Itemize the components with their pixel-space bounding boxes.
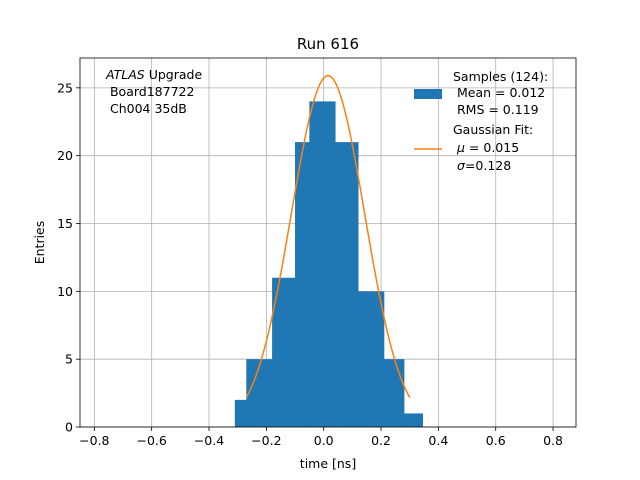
- x-tick-label: −0.6: [136, 433, 166, 448]
- y-tick-label: 15: [57, 216, 73, 231]
- y-tick-label: 20: [57, 148, 73, 163]
- x-tick-label: 0.4: [428, 433, 448, 448]
- annotation-atlas: ATLAS: [105, 67, 145, 82]
- legend-samples-mean: Mean = 0.012: [453, 85, 545, 100]
- legend-samples-swatch: [414, 89, 442, 99]
- y-tick-label: 5: [65, 352, 73, 367]
- histogram-bar: [358, 291, 368, 427]
- chart-title: Run 616: [297, 35, 359, 53]
- legend-fit-title: Gaussian Fit:: [453, 122, 533, 137]
- legend-mu-value: = 0.015: [465, 140, 519, 155]
- histogram-bar: [234, 399, 247, 427]
- legend-mu-symbol: μ: [456, 140, 465, 155]
- histogram-bars: [234, 101, 424, 427]
- y-axis-label: Entries: [32, 221, 47, 265]
- atlas-annotation: ATLAS Upgrade Board187722 Ch004 35dB: [105, 67, 202, 116]
- legend-samples-title: Samples (124):: [453, 69, 548, 84]
- legend: Samples (124): Mean = 0.012 RMS = 0.119 …: [414, 69, 548, 173]
- histogram-bar: [346, 142, 359, 427]
- y-tick-label: 0: [65, 420, 73, 435]
- plot-frame: [79, 57, 577, 428]
- histogram-bar: [392, 359, 405, 427]
- gaussian-fit-curve: [245, 74, 411, 398]
- y-tick-label: 10: [57, 284, 73, 299]
- annotation-line-3: Ch004 35dB: [106, 101, 187, 116]
- histogram-bar: [335, 142, 348, 427]
- histogram-bar: [403, 413, 424, 427]
- x-tick-label: 0.2: [371, 433, 391, 448]
- legend-sigma-symbol: σ: [457, 158, 466, 173]
- gaussian-fit: [245, 74, 411, 398]
- histogram-bar: [309, 101, 322, 427]
- histogram-bar: [295, 142, 310, 427]
- x-tick-label: 0.8: [543, 433, 563, 448]
- legend-sigma-value: =0.128: [465, 158, 511, 173]
- histogram-bar: [320, 101, 336, 427]
- histogram-bar: [366, 291, 385, 427]
- legend-fit-mu: μ = 0.015: [456, 140, 519, 155]
- x-tick-label: 0.0: [314, 433, 334, 448]
- histogram-bar: [246, 359, 256, 427]
- x-tick-label: −0.4: [194, 433, 224, 448]
- x-tick-label: −0.2: [251, 433, 281, 448]
- histogram-bar: [383, 359, 393, 427]
- annotation-line-2: Board187722: [106, 84, 194, 99]
- x-tick-label: 0.6: [486, 433, 506, 448]
- histogram-bar: [272, 277, 284, 427]
- legend-fit-sigma: σ=0.128: [457, 158, 511, 173]
- y-tick-label: 25: [57, 80, 73, 95]
- annotation-upgrade: Upgrade: [145, 67, 203, 82]
- annotation-line-1: ATLAS Upgrade: [105, 67, 202, 82]
- histogram-bar: [254, 359, 273, 427]
- histogram-bar: [283, 277, 296, 427]
- axis-ticks: −0.8 −0.6 −0.4 −0.2 0.0 0.2 0.4 0.6 0.8 0 5 10 15 20 2…: [57, 80, 563, 448]
- legend-samples-rms: RMS = 0.119: [453, 102, 539, 117]
- x-axis-label: time [ns]: [300, 456, 356, 471]
- x-tick-label: −0.8: [79, 433, 109, 448]
